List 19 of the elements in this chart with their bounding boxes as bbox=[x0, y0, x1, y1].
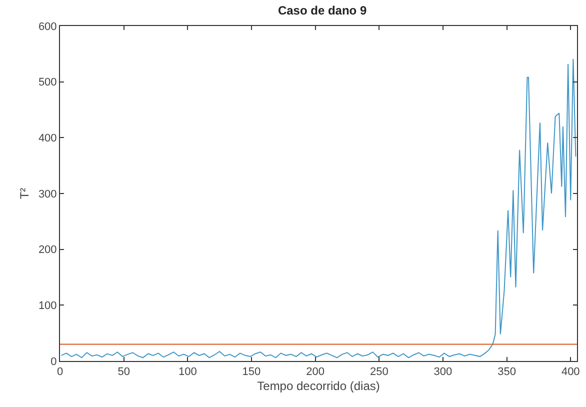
x-tick-label: 200 bbox=[306, 366, 324, 378]
y-tick-label: 200 bbox=[38, 244, 57, 256]
line-series bbox=[60, 58, 576, 358]
x-tick-label: 100 bbox=[178, 366, 197, 378]
y-tick-label: 600 bbox=[38, 20, 57, 33]
x-axis-title: Tempo decorrido (dias) bbox=[257, 379, 380, 394]
x-tick-label: 150 bbox=[242, 366, 261, 378]
x-tick-label: 250 bbox=[370, 366, 388, 378]
x-tick-label: 350 bbox=[498, 366, 516, 378]
y-tick-label: 0 bbox=[50, 356, 57, 368]
x-tick-label: 300 bbox=[434, 366, 452, 378]
y-tick-label: 300 bbox=[38, 188, 57, 200]
chart-title: Caso de dano 9 bbox=[278, 4, 367, 18]
y-tick-label: 400 bbox=[38, 132, 57, 145]
x-tick-label: 50 bbox=[118, 366, 130, 378]
y-tick-label: 500 bbox=[38, 76, 57, 89]
y-axis-title: T² bbox=[18, 188, 32, 200]
y-tick-label: 100 bbox=[38, 300, 57, 312]
x-tick-label: 400 bbox=[561, 366, 580, 378]
